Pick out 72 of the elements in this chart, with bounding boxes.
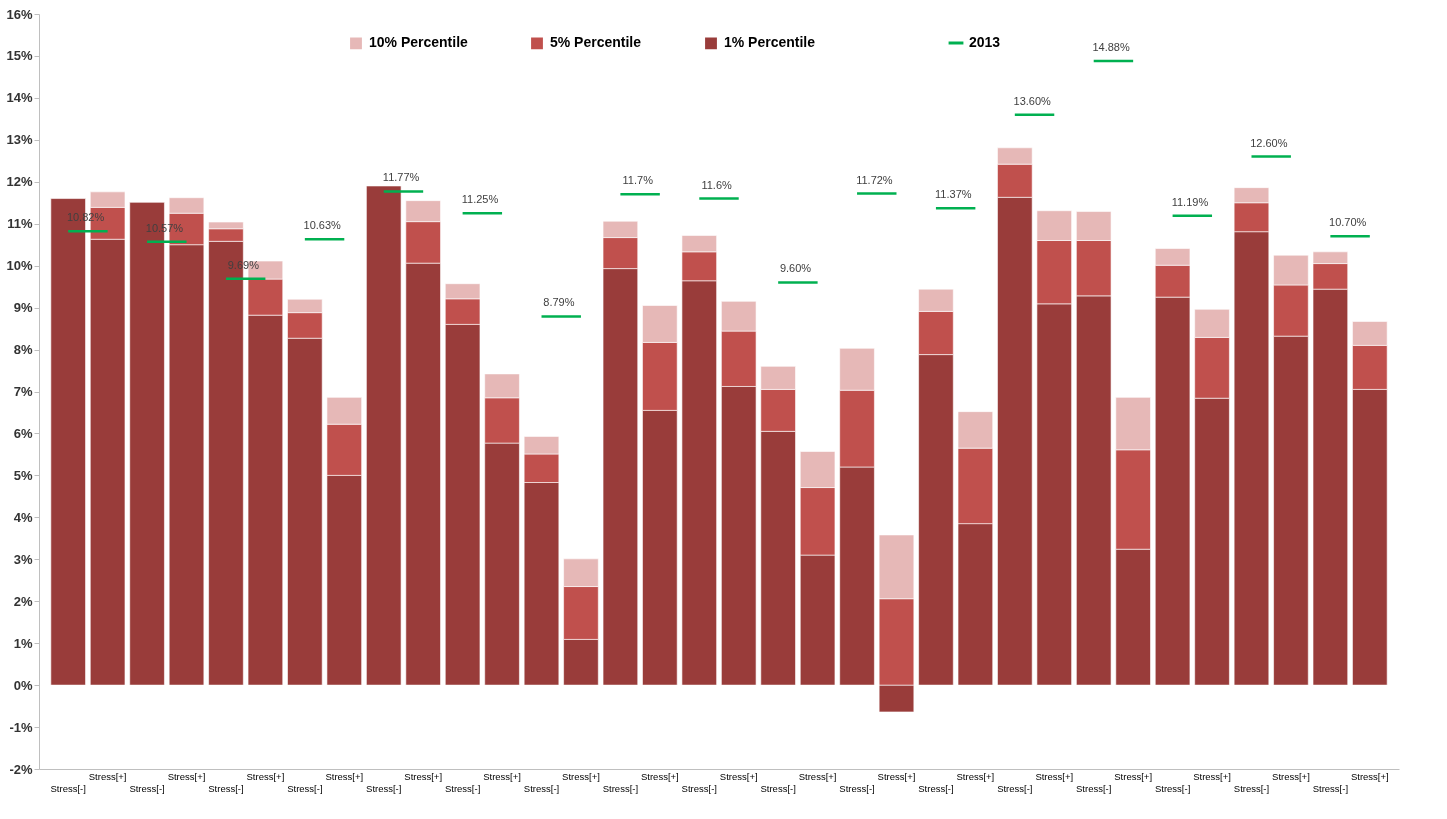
x-tick-label: Stress[-] bbox=[1154, 782, 1191, 794]
legend-label: 1% Percentile bbox=[724, 34, 816, 51]
y-tick-label: 12% bbox=[6, 174, 33, 190]
legend-label: 5% Percentile bbox=[550, 34, 642, 51]
x-tick-label: Stress[-] bbox=[839, 782, 875, 794]
x-tick-label: Stress[+] bbox=[877, 770, 916, 782]
y-tick-label: 13% bbox=[6, 132, 33, 148]
x-tick-label: Stress[-] bbox=[50, 782, 86, 794]
data-label: 8.79% bbox=[543, 296, 575, 309]
x-tick-label: Stress[+] bbox=[1350, 770, 1389, 782]
x-tick-label: Stress[+] bbox=[1272, 770, 1310, 782]
data-label: 10.63% bbox=[303, 219, 342, 232]
x-tick-label: Stress[+] bbox=[1193, 770, 1231, 782]
y-tick-label: 10% bbox=[6, 258, 33, 274]
x-tick-label: Stress[+] bbox=[562, 770, 600, 782]
y-tick-label: 4% bbox=[13, 509, 33, 525]
x-tick-label: Stress[-] bbox=[602, 782, 639, 794]
x-tick-label: Stress[+] bbox=[167, 770, 206, 782]
data-label: 9.60% bbox=[779, 262, 812, 275]
x-tick-label: Stress[+] bbox=[640, 770, 679, 782]
data-label: 11.6% bbox=[701, 178, 733, 191]
x-tick-label: Stress[+] bbox=[956, 770, 995, 782]
y-tick-label: 5% bbox=[13, 467, 33, 483]
x-tick-label: Stress[-] bbox=[287, 782, 323, 794]
x-tick-label: Stress[-] bbox=[523, 782, 560, 794]
y-tick-label: 11% bbox=[7, 216, 33, 232]
data-label: 12.60% bbox=[1250, 136, 1288, 149]
x-tick-label: Stress[-] bbox=[366, 782, 402, 794]
bar bbox=[366, 185, 402, 686]
x-tick-label: Stress[+] bbox=[325, 770, 364, 782]
x-tick-label: Stress[-] bbox=[997, 782, 1033, 794]
data-label: 11.7% bbox=[622, 174, 654, 187]
x-tick-label: Stress[-] bbox=[1233, 782, 1270, 794]
x-tick-label: Stress[-] bbox=[129, 782, 165, 794]
data-label: 11.77% bbox=[382, 171, 420, 184]
x-tick-label: Stress[-] bbox=[1312, 782, 1349, 794]
y-tick-label: 14% bbox=[6, 90, 33, 106]
y-tick-label: -2% bbox=[9, 761, 33, 777]
y-tick-label: 8% bbox=[13, 342, 33, 358]
data-label: 14.88% bbox=[1092, 40, 1130, 53]
data-label: 10.70% bbox=[1329, 216, 1367, 229]
y-tick-label: 15% bbox=[6, 48, 33, 64]
x-tick-label: Stress[+] bbox=[798, 770, 837, 782]
y-tick-label: 3% bbox=[13, 551, 33, 567]
data-label: 11.72% bbox=[856, 173, 893, 186]
x-tick-label: Stress[-] bbox=[444, 782, 481, 794]
data-label: 11.37% bbox=[935, 188, 972, 201]
y-tick-label: 7% bbox=[13, 384, 33, 399]
y-tick-label: 1% bbox=[13, 635, 33, 651]
x-tick-label: Stress[+] bbox=[246, 770, 285, 782]
data-label: 11.19% bbox=[1171, 195, 1209, 208]
x-tick-label: Stress[-] bbox=[681, 782, 717, 794]
x-tick-label: Stress[+] bbox=[1114, 770, 1153, 782]
y-tick-label: 2% bbox=[13, 593, 33, 609]
x-tick-label: Stress[+] bbox=[404, 770, 443, 782]
x-tick-label: Stress[+] bbox=[88, 770, 127, 782]
y-tick-label: 9% bbox=[13, 300, 33, 316]
x-tick-label: Stress[+] bbox=[483, 770, 521, 782]
x-tick-label: Stress[-] bbox=[208, 782, 244, 794]
x-tick-label: Stress[+] bbox=[1035, 770, 1074, 782]
x-tick-label: Stress[-] bbox=[1076, 782, 1112, 794]
y-tick-label: 6% bbox=[13, 425, 33, 441]
legend-label: 10% Percentile bbox=[369, 34, 469, 51]
y-tick-label: 16% bbox=[6, 6, 33, 22]
x-tick-label: Stress[-] bbox=[918, 782, 954, 794]
legend-label: 2013 bbox=[969, 34, 1001, 50]
x-tick-label: Stress[-] bbox=[760, 782, 796, 794]
y-tick-label: -1% bbox=[9, 719, 33, 735]
data-label: 11.25% bbox=[461, 193, 499, 206]
x-tick-label: Stress[+] bbox=[719, 770, 758, 782]
y-tick-label: 0% bbox=[13, 677, 33, 693]
data-label: 13.60% bbox=[1013, 94, 1052, 107]
